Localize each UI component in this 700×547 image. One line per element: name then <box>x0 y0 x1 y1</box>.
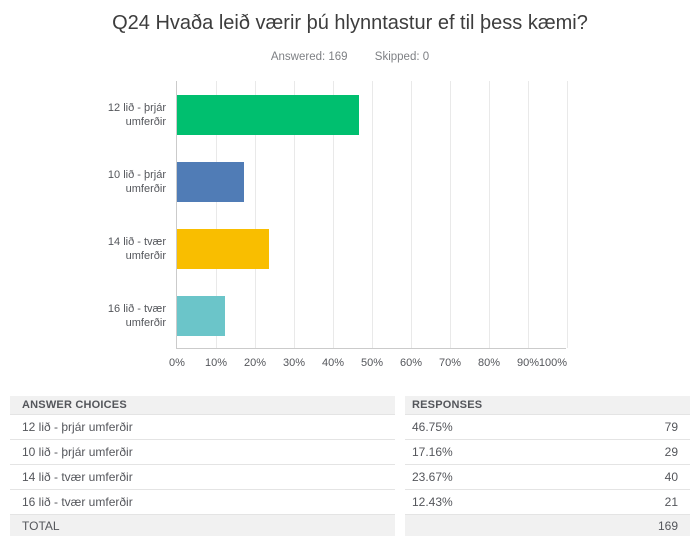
gridline <box>450 81 451 348</box>
skipped-count: Skipped: 0 <box>374 51 430 63</box>
gridline <box>294 81 295 348</box>
gridline <box>489 81 490 348</box>
table-total-row: TOTAL 169 <box>10 515 690 536</box>
column-gap <box>395 490 405 515</box>
category-label: 14 lið - tvær umferðir <box>107 235 166 262</box>
bar <box>177 295 226 336</box>
responses-header: RESPONSES <box>405 396 690 415</box>
x-tick-label: 0% <box>169 357 185 369</box>
response-count: 79 <box>664 420 678 434</box>
bar <box>177 228 270 269</box>
answer-choice-label: 14 lið - tvær umferðir <box>10 465 395 490</box>
category-label: 16 lið - tvær umferðir <box>107 302 166 329</box>
table-row: 16 lið - tvær umferðir 12.43% 21 <box>10 490 690 515</box>
response-stats: Answered: 169 Skipped: 0 <box>0 50 700 64</box>
total-cell: 169 <box>405 515 690 536</box>
bar-chart: 12 lið - þrjár umferðir 10 lið - þrjár um… <box>0 81 700 381</box>
gridline <box>567 81 568 348</box>
answered-count: Answered: 169 <box>270 51 348 63</box>
response-cell: 46.75% 79 <box>405 415 690 440</box>
gridline <box>372 81 373 348</box>
gridline <box>216 81 217 348</box>
table-header-row: ANSWER CHOICES RESPONSES <box>10 396 690 415</box>
table-row: 10 lið - þrjár umferðir 17.16% 29 <box>10 440 690 465</box>
response-cell: 12.43% 21 <box>405 490 690 515</box>
bar <box>177 161 244 202</box>
gridline <box>411 81 412 348</box>
table-body: 12 lið - þrjár umferðir 46.75% 79 10 lið - … <box>10 415 690 515</box>
response-count: 40 <box>664 470 678 484</box>
answer-choice-label: 12 lið - þrjár umferðir <box>10 415 395 440</box>
category-label: 10 lið - þrjár umferðir <box>107 168 166 195</box>
gridline <box>255 81 256 348</box>
response-count: 21 <box>664 495 678 509</box>
gridline <box>333 81 334 348</box>
x-tick-label: 40% <box>321 357 345 369</box>
x-tick-label: 10% <box>204 357 228 369</box>
response-count: 29 <box>664 445 678 459</box>
category-label: 12 lið - þrjár umferðir <box>107 101 166 128</box>
total-count: 169 <box>657 518 678 533</box>
response-percent: 46.75% <box>412 420 453 434</box>
response-percent: 17.16% <box>412 445 453 459</box>
gridline <box>528 81 529 348</box>
table-row: 12 lið - þrjár umferðir 46.75% 79 <box>10 415 690 440</box>
response-percent: 12.43% <box>412 495 453 509</box>
answer-choice-label: 16 lið - tvær umferðir <box>10 490 395 515</box>
x-tick-label: 100% <box>538 357 567 369</box>
x-tick-label: 80% <box>477 357 501 369</box>
column-gap <box>395 396 405 415</box>
chart-plot-area <box>176 81 568 349</box>
response-percent: 23.67% <box>412 470 453 484</box>
x-tick-label: 50% <box>360 357 384 369</box>
x-tick-label: 70% <box>438 357 462 369</box>
column-gap <box>395 515 405 536</box>
x-tick-label: 30% <box>282 357 306 369</box>
answer-choices-header: ANSWER CHOICES <box>10 396 395 415</box>
total-label: TOTAL <box>10 515 395 536</box>
response-cell: 23.67% 40 <box>405 465 690 490</box>
x-tick-label: 90% <box>516 357 540 369</box>
x-tick-label: 60% <box>399 357 423 369</box>
response-cell: 17.16% 29 <box>405 440 690 465</box>
column-gap <box>395 415 405 440</box>
answer-choice-label: 10 lið - þrjár umferðir <box>10 440 395 465</box>
bar <box>177 94 360 135</box>
column-gap <box>395 465 405 490</box>
x-tick-label: 20% <box>243 357 267 369</box>
answer-choices-table: ANSWER CHOICES RESPONSES 12 lið - þrjár … <box>10 396 690 536</box>
column-gap <box>395 440 405 465</box>
table-row: 14 lið - tvær umferðir 23.67% 40 <box>10 465 690 490</box>
question-title: Q24 Hvaða leið værir þú hlynntastur ef t… <box>112 12 588 34</box>
